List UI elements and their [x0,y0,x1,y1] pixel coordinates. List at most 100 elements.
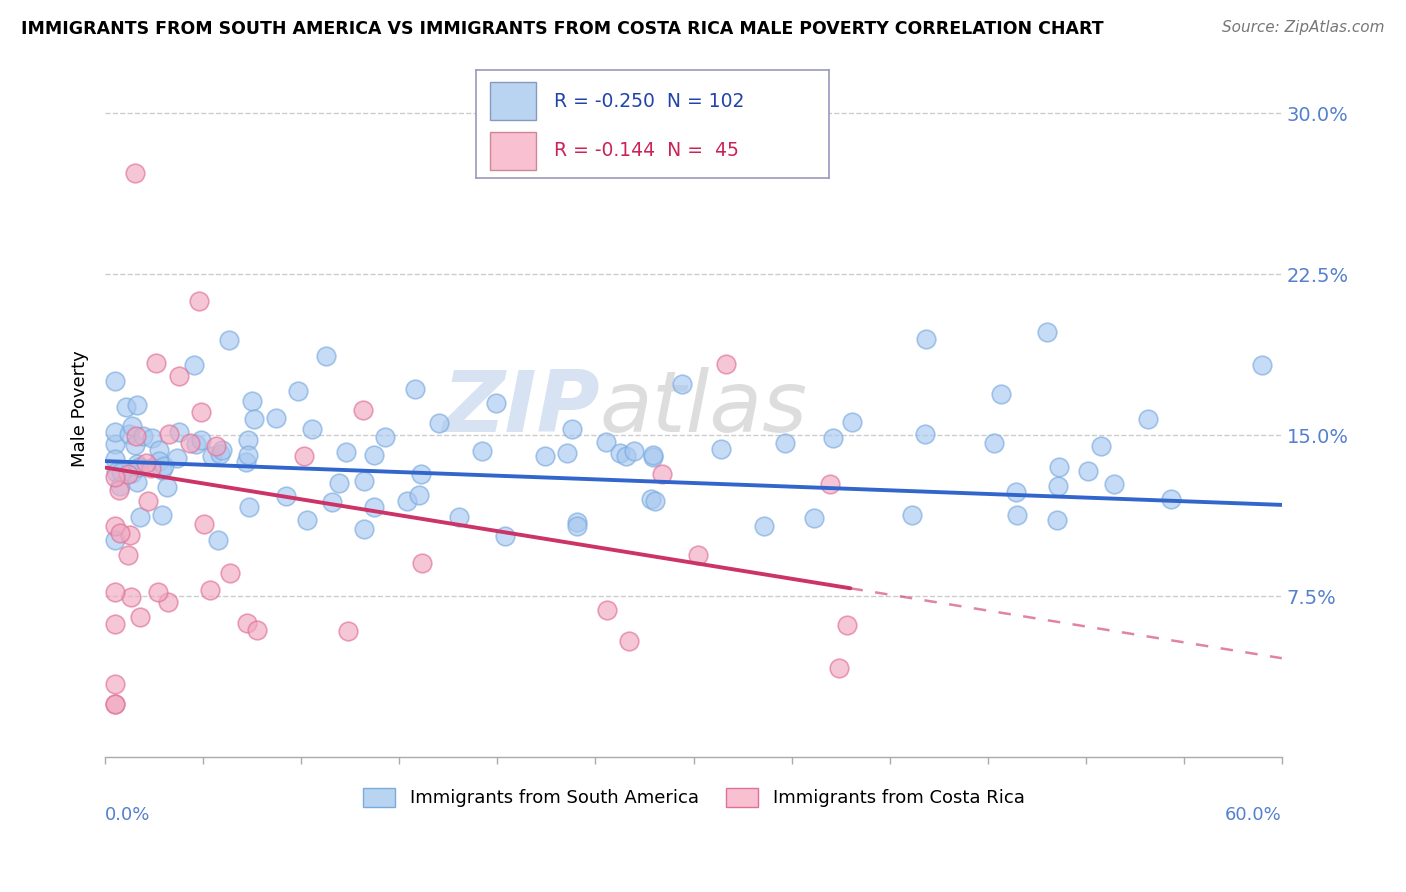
Point [404,382,426,396]
Point [983,435,1005,450]
Text: ZIP: ZIP [441,367,599,450]
Point [110,465,132,479]
Point [131,429,153,443]
Point [145,356,167,370]
Point [803,511,825,525]
Point [287,384,309,398]
Point [246,623,269,637]
Point [124,438,146,452]
Point [990,386,1012,401]
Point [121,418,143,433]
Point [148,585,170,599]
Point [411,556,433,570]
Point [471,444,494,458]
Point [315,349,337,363]
Point [1090,439,1112,453]
Point [264,411,287,425]
Point [1036,326,1059,340]
Point [235,455,257,469]
Point [823,432,845,446]
Point [301,422,323,436]
Point [135,456,157,470]
Point [167,425,190,440]
Point [238,448,260,462]
Point [190,405,212,419]
Point [688,548,710,562]
Point [651,467,673,481]
Point [775,435,797,450]
Point [623,444,645,458]
Point [218,566,240,581]
Point [104,585,127,599]
Point [754,519,776,533]
Text: IMMIGRANTS FROM SOUTH AMERICA VS IMMIGRANTS FROM COSTA RICA MALE POVERTY CORRELA: IMMIGRANTS FROM SOUTH AMERICA VS IMMIGRA… [21,20,1104,37]
Point [353,522,375,536]
Point [128,460,150,475]
Point [157,426,180,441]
Point [108,479,131,493]
Point [118,528,141,542]
Point [200,582,222,597]
Point [238,500,260,514]
Point [205,439,228,453]
Point [1102,476,1125,491]
Point [104,697,127,711]
Point [120,590,142,604]
Point [139,461,162,475]
Point [156,595,179,609]
Point [841,415,863,429]
Point [363,448,385,462]
Point [104,425,127,440]
Point [644,493,666,508]
Point [190,433,212,447]
Y-axis label: Male Poverty: Male Poverty [72,351,89,467]
Point [183,358,205,372]
Point [104,466,127,480]
Point [129,509,152,524]
Point [125,398,148,412]
Point [141,431,163,445]
Point [125,475,148,489]
Point [104,374,127,388]
Point [295,513,318,527]
Legend: Immigrants from South America, Immigrants from Costa Rica: Immigrants from South America, Immigrant… [356,780,1032,814]
Point [328,475,350,490]
Point [447,510,470,524]
Point [117,548,139,562]
Point [408,488,430,502]
Point [193,516,215,531]
Point [363,500,385,514]
Point [561,422,583,436]
Point [156,480,179,494]
Point [1047,459,1070,474]
Point [236,615,259,630]
Point [671,376,693,391]
Point [121,467,143,481]
Point [614,449,637,463]
Text: 0.0%: 0.0% [105,806,150,824]
Point [104,469,127,483]
Point [242,412,264,426]
Point [901,508,924,522]
Point [557,446,579,460]
Point [1251,359,1274,373]
Point [166,451,188,466]
Point [485,395,508,409]
Point [108,526,131,541]
Point [595,435,617,450]
Text: atlas: atlas [599,367,807,450]
Point [914,426,936,441]
Point [641,450,664,465]
Point [201,449,224,463]
Point [179,436,201,450]
Text: Source: ZipAtlas.com: Source: ZipAtlas.com [1222,20,1385,35]
Point [714,357,737,371]
Point [150,462,173,476]
Point [104,697,127,711]
Point [1005,485,1028,500]
Point [396,494,419,508]
Point [104,676,127,690]
Point [218,333,240,347]
Point [596,603,619,617]
Point [828,660,851,674]
